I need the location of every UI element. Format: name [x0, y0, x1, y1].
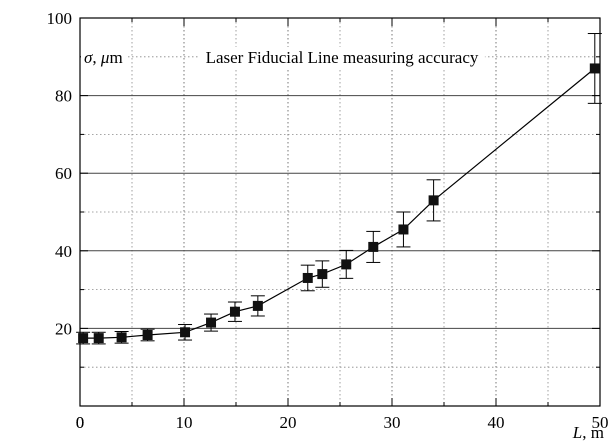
y-tick-label: 20 — [55, 319, 72, 338]
grid — [80, 18, 600, 406]
data-point — [303, 273, 313, 283]
x-tick-label: 20 — [280, 413, 297, 432]
error-bars — [76, 34, 602, 344]
data-point — [253, 301, 263, 311]
data-point — [143, 330, 153, 340]
data-point — [368, 242, 378, 252]
data-point — [429, 195, 439, 205]
data-point — [230, 307, 240, 317]
data-point — [398, 224, 408, 234]
data-point — [180, 327, 190, 337]
series-line — [83, 68, 595, 338]
y-tick-label: 40 — [55, 242, 72, 261]
data-point — [590, 63, 600, 73]
x-axis-label: L, m — [572, 423, 604, 441]
data-point — [94, 333, 104, 343]
x-tick-label: 10 — [176, 413, 193, 432]
y-tick-label: 100 — [47, 9, 73, 28]
y-tick-label: 60 — [55, 164, 72, 183]
data-point — [341, 259, 351, 269]
y-axis-label: σ, μm — [84, 48, 123, 67]
x-tick-label: 40 — [488, 413, 505, 432]
x-tick-label: 0 — [76, 413, 85, 432]
data-point — [206, 318, 216, 328]
y-tick-label: 80 — [55, 87, 72, 106]
data-point — [117, 332, 127, 342]
x-tick-label: 30 — [384, 413, 401, 432]
data-point — [317, 269, 327, 279]
data-points — [78, 63, 600, 343]
chart-title: Laser Fiducial Line measuring accuracy — [206, 48, 479, 67]
data-point — [78, 333, 88, 343]
